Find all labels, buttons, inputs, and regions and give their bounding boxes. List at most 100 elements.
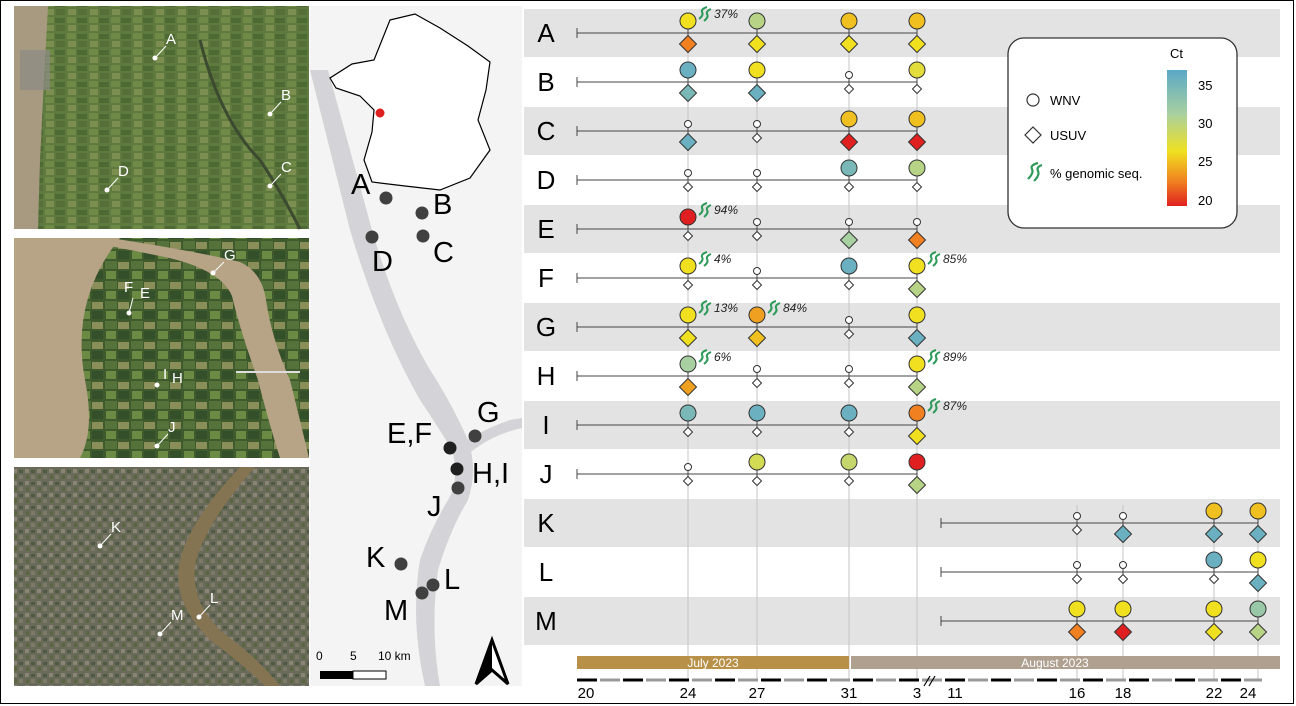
usuv-marker-G-31 bbox=[843, 328, 855, 340]
usuv-marker-E-24 bbox=[682, 230, 694, 242]
map-label-A: A bbox=[351, 169, 371, 201]
wnv-marker-C-27 bbox=[753, 120, 761, 128]
wnv-marker-C-31 bbox=[840, 110, 858, 128]
wnv-marker-K-24 bbox=[1249, 502, 1267, 520]
colorbar-title: Ct bbox=[1170, 46, 1183, 61]
wnv-marker-E-24 bbox=[679, 208, 697, 226]
usuv-marker-G-3 bbox=[907, 328, 927, 348]
genomic-seq-icon bbox=[927, 251, 941, 267]
usuv-marker-F-27 bbox=[751, 279, 763, 291]
usuv-marker-J-24 bbox=[682, 475, 694, 487]
usuv-marker-F-3 bbox=[907, 279, 927, 299]
wnv-marker-G-24 bbox=[679, 306, 697, 324]
sat-label-A: A bbox=[166, 31, 176, 48]
usuv-marker-E-27 bbox=[751, 230, 763, 242]
usuv-marker-I-24 bbox=[682, 426, 694, 438]
map-label-K: K bbox=[366, 542, 386, 574]
row-label-A: A bbox=[537, 18, 555, 48]
row-label-H: H bbox=[537, 361, 556, 391]
row-label-B: B bbox=[537, 67, 554, 97]
satellite-panel-middle: F E G I H J bbox=[14, 238, 309, 458]
seq-percent-G-24: 13% bbox=[714, 301, 738, 315]
usuv-marker-F-31 bbox=[843, 279, 855, 291]
usuv-marker-L-18 bbox=[1117, 573, 1129, 585]
wnv-marker-L-16 bbox=[1073, 561, 1081, 569]
wnv-marker-A-31 bbox=[840, 12, 858, 30]
wnv-marker-J-31 bbox=[840, 453, 858, 471]
usuv-marker-A-3 bbox=[907, 34, 927, 54]
row-label-C: C bbox=[537, 116, 556, 146]
axis-tick-label: 27 bbox=[749, 685, 766, 702]
usuv-marker-C-3 bbox=[907, 132, 927, 152]
axis-tick-label: 3 bbox=[913, 685, 921, 702]
usuv-marker-H-24 bbox=[678, 377, 698, 397]
axis-tick-label: 24 bbox=[680, 685, 697, 702]
usuv-marker-E-31 bbox=[839, 230, 859, 250]
usuv-marker-B-31 bbox=[843, 83, 855, 95]
seq-percent-A-24: 37% bbox=[714, 7, 738, 21]
usuv-marker-K-24 bbox=[1248, 524, 1268, 544]
usuv-marker-C-24 bbox=[678, 132, 698, 152]
wnv-marker-D-27 bbox=[753, 169, 761, 177]
genomic-seq-icon bbox=[927, 349, 941, 365]
ct-colorbar bbox=[1167, 70, 1187, 206]
wnv-marker-G-27 bbox=[748, 306, 766, 324]
colorbar-tick-30: 30 bbox=[1198, 116, 1212, 131]
axis-break bbox=[928, 675, 936, 687]
wnv-circle-icon bbox=[1026, 93, 1040, 107]
usuv-marker-B-27 bbox=[747, 83, 767, 103]
legend-seq: % genomic seq. bbox=[1050, 166, 1143, 181]
wnv-marker-H-27 bbox=[753, 365, 761, 373]
legend-usuv: USUV bbox=[1050, 128, 1086, 143]
wnv-marker-H-24 bbox=[679, 355, 697, 373]
genomic-seq-icon bbox=[698, 349, 712, 365]
sat-label-K: K bbox=[111, 519, 121, 536]
seq-percent-F-24: 4% bbox=[714, 252, 732, 266]
wnv-marker-L-24 bbox=[1249, 551, 1267, 569]
usuv-marker-J-27 bbox=[751, 475, 763, 487]
usuv-marker-I-3 bbox=[907, 426, 927, 446]
wnv-marker-E-3 bbox=[913, 218, 921, 226]
axis-tick-label: 24 bbox=[1240, 685, 1257, 702]
scale-bar: 0 5 10 km bbox=[316, 649, 411, 680]
wnv-marker-F-27 bbox=[753, 267, 761, 275]
wnv-marker-H-31 bbox=[845, 365, 853, 373]
wnv-marker-C-24 bbox=[684, 120, 692, 128]
wnv-marker-M-18 bbox=[1114, 600, 1132, 618]
map-label-J: J bbox=[427, 491, 442, 523]
satellite-panels: A B C D F E G I H bbox=[14, 6, 309, 686]
wnv-marker-M-24 bbox=[1249, 600, 1267, 618]
usuv-marker-I-31 bbox=[843, 426, 855, 438]
usuv-marker-K-18 bbox=[1113, 524, 1133, 544]
usuv-marker-H-3 bbox=[907, 377, 927, 397]
seq-percent-H-24: 6% bbox=[714, 350, 732, 364]
usuv-marker-A-31 bbox=[839, 34, 859, 54]
sat-label-D: D bbox=[118, 163, 129, 180]
study-area-marker bbox=[375, 108, 385, 118]
map-label-C: C bbox=[433, 237, 454, 269]
usuv-marker-B-24 bbox=[678, 83, 698, 103]
panel1-labels: A B C D bbox=[104, 31, 292, 193]
wnv-marker-L-18 bbox=[1119, 561, 1127, 569]
wnv-marker-K-16 bbox=[1073, 512, 1081, 520]
usuv-marker-E-3 bbox=[907, 230, 927, 250]
genomic-seq-icon bbox=[1027, 161, 1043, 182]
wnv-marker-I-27 bbox=[748, 404, 766, 422]
usuv-marker-M-18 bbox=[1113, 622, 1133, 642]
satellite-panel-north: A B C D bbox=[14, 6, 309, 230]
axis-tick-label: 20 bbox=[578, 685, 595, 702]
wnv-marker-A-24 bbox=[679, 12, 697, 30]
genomic-seq-icon bbox=[698, 251, 712, 267]
overview-site-dots bbox=[365, 191, 482, 600]
wnv-marker-F-3 bbox=[908, 257, 926, 275]
genomic-seq-icon bbox=[698, 6, 712, 22]
july-label: July 2023 bbox=[687, 656, 739, 670]
usuv-marker-D-24 bbox=[682, 181, 694, 193]
usuv-marker-G-27 bbox=[747, 328, 767, 348]
row-label-F: F bbox=[538, 263, 554, 293]
usuv-diamond-icon bbox=[1024, 126, 1042, 144]
map-label-G: G bbox=[477, 397, 500, 429]
wnv-marker-J-27 bbox=[748, 453, 766, 471]
usuv-marker-M-22 bbox=[1204, 622, 1224, 642]
